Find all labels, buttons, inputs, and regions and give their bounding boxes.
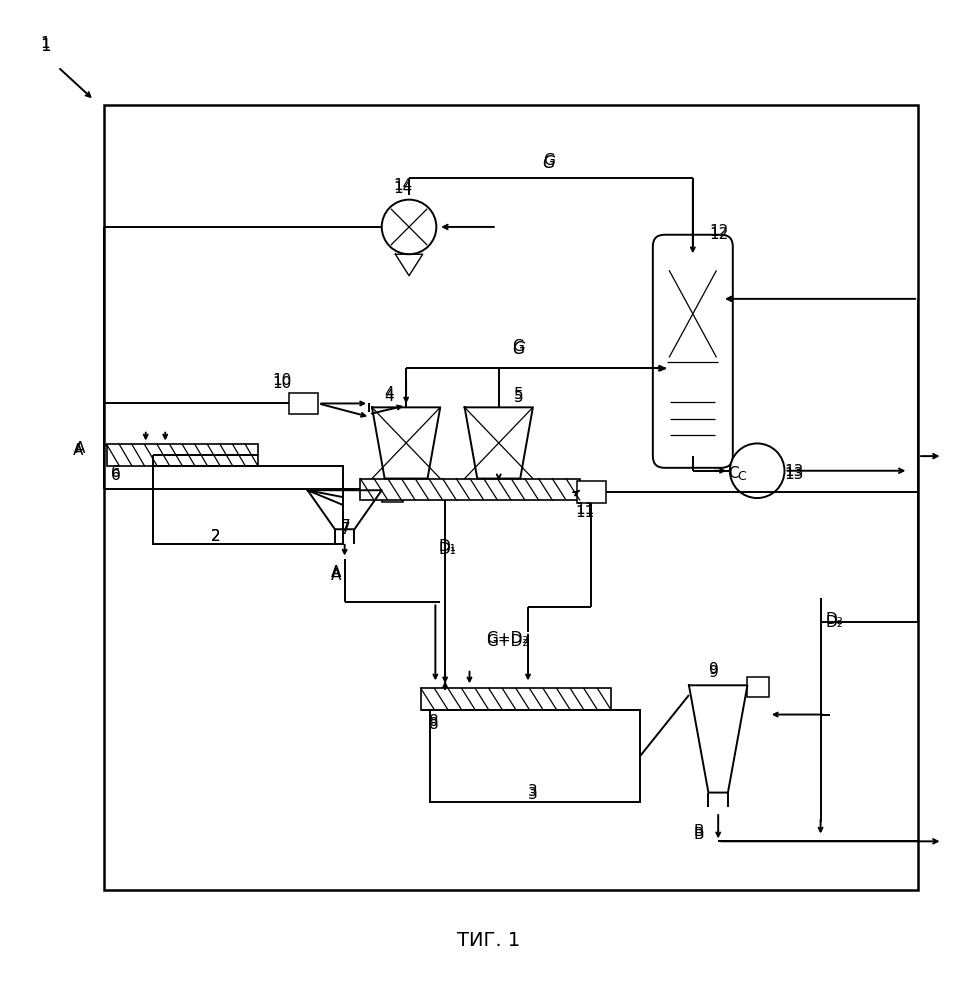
- Text: G: G: [542, 154, 555, 172]
- Text: A: A: [330, 568, 341, 583]
- Bar: [381, 482, 403, 502]
- Text: 13: 13: [784, 467, 803, 482]
- Text: 2: 2: [211, 529, 221, 544]
- Text: 6: 6: [110, 468, 120, 483]
- FancyBboxPatch shape: [653, 235, 732, 468]
- Text: A: A: [74, 441, 85, 456]
- Text: G: G: [512, 339, 524, 354]
- Circle shape: [381, 200, 436, 254]
- Text: G: G: [542, 153, 554, 168]
- Text: A: A: [330, 565, 341, 580]
- Text: 10: 10: [273, 376, 291, 391]
- Circle shape: [729, 443, 784, 498]
- Text: 12: 12: [708, 224, 728, 239]
- Text: D₂: D₂: [825, 615, 842, 630]
- Text: 11: 11: [574, 502, 593, 517]
- Bar: [746, 677, 768, 697]
- Text: 12: 12: [708, 227, 728, 242]
- Text: 4: 4: [384, 389, 394, 404]
- Text: 6: 6: [110, 465, 120, 480]
- Text: 9: 9: [708, 662, 718, 677]
- Text: 10: 10: [273, 373, 291, 388]
- Text: 5: 5: [514, 387, 524, 402]
- Text: B: B: [693, 824, 703, 839]
- Text: 1: 1: [40, 36, 50, 51]
- Text: D₂: D₂: [825, 612, 842, 627]
- Text: ΤИГ. 1: ΤИГ. 1: [457, 931, 520, 950]
- Bar: [106, 444, 258, 466]
- Text: 2: 2: [211, 529, 221, 544]
- Bar: [420, 688, 611, 710]
- Text: 9: 9: [708, 665, 718, 680]
- Text: G+D₂: G+D₂: [486, 631, 528, 646]
- Text: 14: 14: [393, 178, 412, 193]
- Text: 11: 11: [574, 505, 593, 520]
- Text: G: G: [512, 340, 525, 358]
- Text: 3: 3: [528, 787, 537, 802]
- Text: 14: 14: [393, 181, 412, 196]
- Bar: [104, 105, 917, 890]
- Text: D₁: D₁: [438, 542, 455, 557]
- Text: 5: 5: [514, 390, 524, 405]
- Bar: [289, 393, 318, 414]
- Text: 8: 8: [428, 717, 438, 732]
- Text: 1: 1: [40, 37, 51, 55]
- Text: C: C: [737, 470, 745, 483]
- Text: D₁: D₁: [438, 539, 455, 554]
- Text: 13: 13: [784, 464, 803, 479]
- Text: G+D₂: G+D₂: [486, 634, 528, 649]
- Text: 7: 7: [340, 519, 350, 534]
- Text: 7: 7: [340, 522, 350, 537]
- Text: 8: 8: [428, 714, 438, 729]
- Text: 4: 4: [384, 386, 394, 401]
- Bar: [360, 479, 579, 500]
- Text: A: A: [72, 443, 83, 458]
- Bar: [430, 710, 640, 802]
- Text: B: B: [693, 827, 703, 842]
- Text: 3: 3: [528, 784, 537, 799]
- Bar: [576, 481, 606, 503]
- Bar: [152, 466, 342, 544]
- Text: C: C: [727, 466, 738, 481]
